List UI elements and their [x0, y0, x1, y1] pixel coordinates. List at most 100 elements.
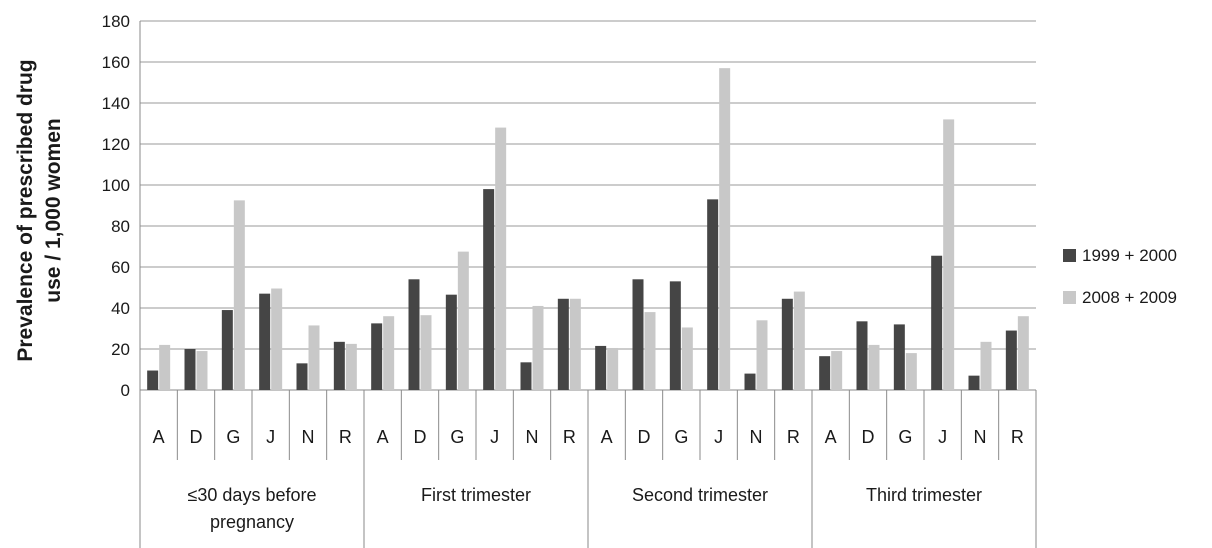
bar-1-23 [968, 375, 980, 390]
bar-2-24 [1017, 316, 1029, 390]
bar-1-5 [296, 363, 308, 390]
bar-2-3 [233, 200, 245, 390]
gridlines [139, 20, 1036, 391]
category-label: D [862, 427, 875, 447]
bar-2-16 [719, 68, 731, 391]
bar-1-12 [557, 298, 569, 390]
bar-2-19 [831, 351, 843, 390]
bar-2-5 [308, 325, 320, 390]
category-label: G [898, 427, 912, 447]
bar-2-6 [345, 343, 357, 390]
bar-1-19 [819, 356, 831, 390]
bar-2-2 [196, 351, 208, 390]
bar-2-15 [681, 327, 693, 390]
category-label: G [226, 427, 240, 447]
legend-label: 1999 + 2000 [1082, 246, 1177, 265]
bar-2-18 [793, 291, 805, 390]
y-tick-label: 180 [102, 12, 130, 31]
bar-2-22 [943, 119, 955, 391]
bar-2-9 [457, 251, 469, 390]
group-label: pregnancy [210, 512, 294, 532]
bar-1-2 [184, 349, 196, 390]
group-label: Second trimester [632, 485, 768, 505]
category-label: A [153, 427, 165, 447]
category-label: A [601, 427, 613, 447]
bar-2-17 [756, 320, 768, 390]
category-label: R [563, 427, 576, 447]
y-axis-label-line: use / 1,000 women [42, 118, 65, 302]
bar-1-8 [408, 279, 420, 390]
y-axis-ticks: 0 20 40 60 80 100 120 140 160 180 [102, 12, 130, 400]
bar-1-24 [1005, 330, 1017, 390]
category-label: J [938, 427, 947, 447]
bar-1-11 [520, 362, 532, 390]
legend-label: 2008 + 2009 [1082, 288, 1177, 307]
bar-2-21 [905, 353, 917, 390]
bar-2-20 [868, 344, 880, 390]
bar-1-16 [707, 199, 719, 390]
bar-2-8 [420, 315, 432, 390]
bar-1-18 [781, 298, 793, 390]
y-tick-label: 80 [111, 217, 130, 236]
category-label: J [490, 427, 499, 447]
category-label: R [339, 427, 352, 447]
bar-1-4 [259, 293, 271, 390]
legend-swatch [1063, 249, 1076, 262]
bar-1-10 [483, 189, 495, 390]
bar-2-23 [980, 341, 992, 390]
category-label: N [302, 427, 315, 447]
category-label: G [674, 427, 688, 447]
x-axis: A D G J N R A D G J N R A D G J N R A D G J N R ≤30 days before p… [139, 390, 1037, 548]
category-label: N [750, 427, 763, 447]
bar-1-20 [856, 321, 868, 390]
bar-2-12 [569, 298, 581, 390]
y-tick-label: 0 [121, 381, 130, 400]
bar-2-14 [644, 312, 656, 390]
bar-1-7 [371, 323, 383, 390]
y-tick-label: 160 [102, 53, 130, 72]
legend-swatch [1063, 291, 1076, 304]
category-label: R [1011, 427, 1024, 447]
bar-2-10 [495, 127, 507, 390]
category-label: G [450, 427, 464, 447]
bar-2-7 [383, 316, 395, 390]
y-tick-label: 100 [102, 176, 130, 195]
legend: 1999 + 2000 2008 + 2009 [1063, 246, 1177, 307]
category-label: D [190, 427, 203, 447]
y-tick-label: 140 [102, 94, 130, 113]
bar-2-13 [607, 347, 619, 390]
bar-2-4 [271, 288, 283, 390]
y-tick-label: 40 [111, 299, 130, 318]
group-label: Third trimester [866, 485, 982, 505]
bar-1-15 [669, 281, 681, 390]
bar-1-13 [595, 345, 607, 390]
y-axis-label-line: Prevalence of prescribed drug [14, 59, 37, 361]
category-label: A [825, 427, 837, 447]
bar-1-6 [333, 341, 345, 390]
bar-2-11 [532, 305, 544, 390]
group-label: First trimester [421, 485, 531, 505]
category-label: D [414, 427, 427, 447]
bar-1-1 [147, 370, 159, 390]
bar-1-22 [931, 255, 943, 390]
category-label: J [714, 427, 723, 447]
y-tick-label: 60 [111, 258, 130, 277]
bar-2-1 [159, 344, 171, 390]
bars [147, 68, 1029, 391]
category-label: R [787, 427, 800, 447]
y-tick-label: 20 [111, 340, 130, 359]
bar-1-14 [632, 279, 644, 390]
bar-1-9 [445, 294, 457, 390]
category-label: D [638, 427, 651, 447]
bar-1-21 [893, 324, 905, 390]
category-label: J [266, 427, 275, 447]
group-label: ≤30 days before [188, 485, 317, 505]
bar-1-17 [744, 373, 756, 390]
y-axis-label: Prevalence of prescribed drug use / 1,000… [14, 59, 65, 361]
category-label: N [526, 427, 539, 447]
category-label: N [974, 427, 987, 447]
y-tick-label: 120 [102, 135, 130, 154]
category-label: A [377, 427, 389, 447]
bar-1-3 [221, 310, 233, 390]
